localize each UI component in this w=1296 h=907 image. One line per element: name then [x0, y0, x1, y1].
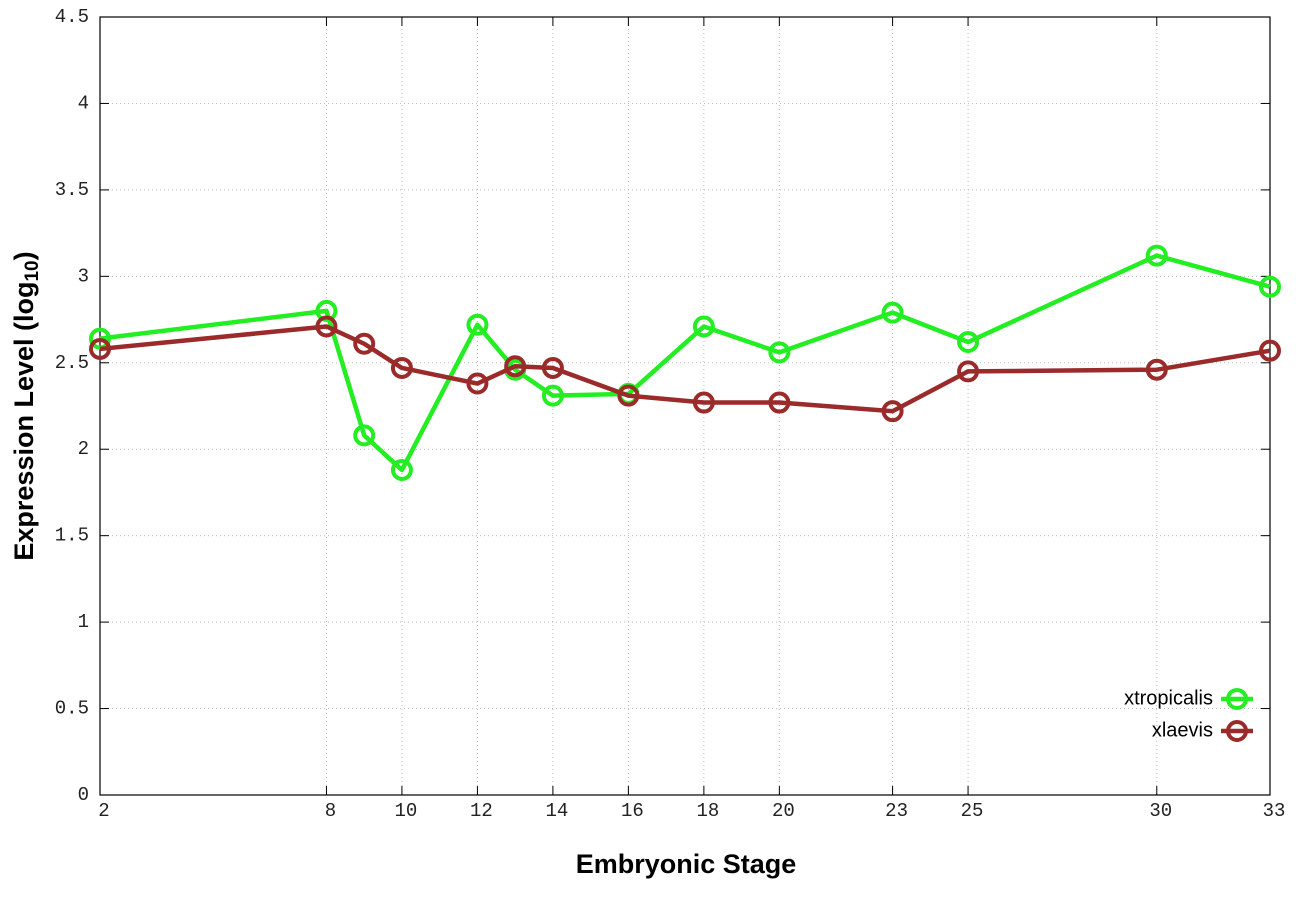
data-point	[692, 391, 715, 414]
x-axis-label: Embryonic Stage	[576, 849, 797, 879]
data-point	[353, 332, 376, 355]
x-tick-label: 10	[395, 800, 418, 822]
data-point	[881, 400, 904, 423]
y-axis-label: Expression Level (log10)	[9, 251, 43, 560]
x-tick-label: 20	[772, 800, 795, 822]
x-tick-label: 2	[98, 800, 109, 822]
y-tick-label: 1.5	[55, 525, 89, 547]
y-tick-label: 4.5	[55, 6, 89, 28]
plot-frame	[99, 16, 1271, 796]
y-tick-label: 2.5	[55, 352, 89, 374]
y-tick-label: 0.5	[55, 698, 89, 720]
y-tick-label: 0	[78, 784, 89, 806]
y-tick-label: 3.5	[55, 179, 89, 201]
data-point	[768, 341, 791, 364]
legend-label: xlaevis	[1152, 719, 1213, 741]
data-point	[957, 331, 980, 354]
y-tick-label: 3	[78, 265, 89, 287]
data-point	[504, 355, 527, 378]
data-point	[466, 372, 489, 395]
data-point	[315, 315, 338, 338]
y-label-text: Expression Level (log	[9, 282, 39, 561]
data-point	[768, 391, 791, 414]
data-point	[957, 360, 980, 383]
legend-marker	[1226, 720, 1248, 742]
data-point	[541, 384, 564, 407]
x-tick-label: 23	[885, 800, 908, 822]
legend-label: xtropicalis	[1124, 687, 1213, 709]
y-label-suffix: )	[9, 251, 39, 260]
data-point	[1259, 339, 1281, 362]
x-tick-label: 16	[621, 800, 644, 822]
y-tick-label: 1	[78, 611, 89, 633]
series-line	[99, 324, 1271, 414]
data-point	[315, 299, 338, 322]
legend-marker	[1226, 688, 1248, 710]
x-tick-label: 14	[545, 800, 568, 822]
x-tick-label: 30	[1149, 800, 1172, 822]
data-point	[692, 315, 715, 338]
y-tick-label: 2	[78, 438, 89, 460]
data-point	[353, 424, 376, 447]
x-tick-label: 18	[696, 800, 719, 822]
x-tick-label: 8	[325, 800, 336, 822]
data-point	[466, 313, 489, 336]
x-tick-label: 12	[470, 800, 493, 822]
data-point	[1145, 244, 1168, 267]
data-point	[390, 458, 413, 481]
x-tick-label: 33	[1263, 800, 1286, 822]
y-label-subscript: 10	[22, 260, 43, 281]
data-point	[1145, 358, 1168, 381]
data-point	[1259, 275, 1281, 298]
data-point	[390, 356, 413, 379]
y-tick-label: 4	[78, 92, 89, 114]
data-point	[541, 356, 564, 379]
data-point	[89, 337, 111, 360]
data-point	[617, 384, 640, 407]
data-point	[881, 301, 904, 324]
x-tick-label: 25	[961, 800, 984, 822]
